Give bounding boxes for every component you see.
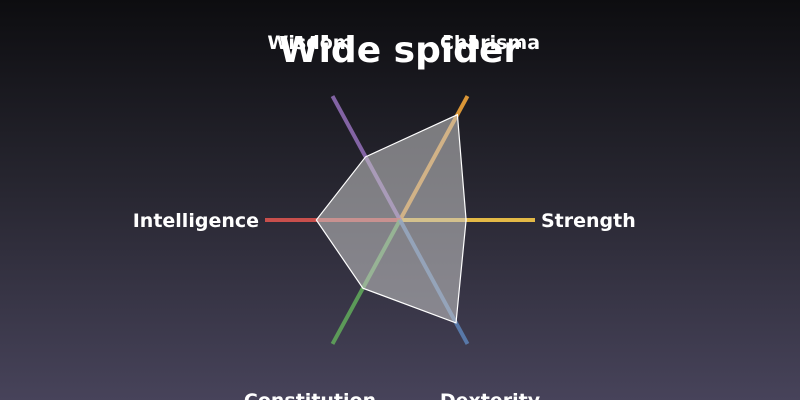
axis-label-intelligence: Intelligence: [133, 210, 259, 232]
series-polygon: [315, 113, 467, 324]
axis-label-strength: Strength: [541, 210, 636, 232]
axis-label-dexterity: Dexterity: [440, 390, 541, 400]
labels-layer: Strength Charisma Wisdom Intelligence Consti…: [133, 32, 636, 400]
axis-label-charisma: Charisma: [440, 32, 540, 54]
axis-label-constitution: Constitution: [244, 390, 376, 400]
chart-title: Wide spider: [279, 30, 521, 71]
axis-label-wisdom: Wisdom: [267, 32, 352, 54]
